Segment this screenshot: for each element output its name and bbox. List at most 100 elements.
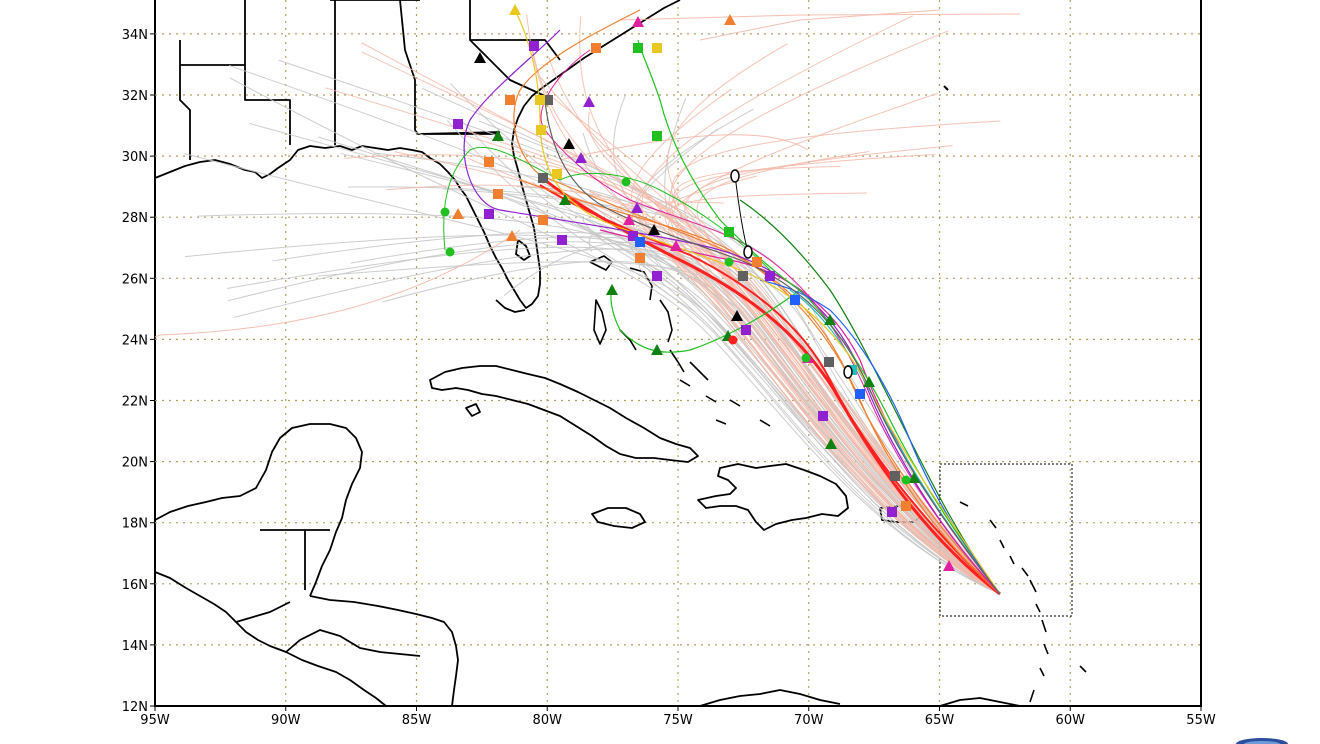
lat-tick-label: 16N <box>122 578 148 593</box>
isle-of-youth <box>465 403 481 417</box>
lat-tick-label: 24N <box>122 333 148 348</box>
us-gulf-coast <box>155 0 681 309</box>
track-marker-triangle <box>492 130 504 141</box>
model-track <box>526 14 1001 595</box>
model-track <box>637 39 801 291</box>
track-marker-square <box>741 325 751 335</box>
central-america <box>155 571 459 706</box>
longitude-labels: 95W 90W 85W 80W 75W 70W 65W 60W 55W <box>140 706 1216 728</box>
track-marker-triangle <box>863 376 875 387</box>
track-marker-square <box>890 471 900 481</box>
track-marker-triangle <box>563 138 575 149</box>
track-marker-square <box>557 235 567 245</box>
track-marker-circle <box>440 207 450 217</box>
model-track <box>530 41 1001 595</box>
track-marker-triangle <box>632 16 644 27</box>
track-marker-triangle <box>943 560 955 571</box>
track-marker-square <box>628 231 638 241</box>
track-marker-square <box>535 95 545 105</box>
track-marker-square <box>824 357 834 367</box>
track-marker-triangle <box>731 310 743 321</box>
track-marker-circle <box>445 247 455 257</box>
lon-tick-label: 55W <box>1186 713 1216 728</box>
lon-tick-label: 80W <box>533 713 563 728</box>
model-track <box>343 154 1001 595</box>
track-marker-square <box>633 43 643 53</box>
model-track <box>325 87 1001 595</box>
track-marker-square <box>752 257 762 267</box>
track-marker-square <box>484 209 494 219</box>
track-marker-triangle <box>452 208 464 219</box>
noaa-logo <box>1236 738 1288 744</box>
model-track <box>617 201 1001 595</box>
track-marker-hollow <box>743 245 753 259</box>
track-marker-triangle <box>606 284 618 295</box>
lat-tick-label: 34N <box>122 28 148 43</box>
lon-tick-label: 75W <box>663 713 693 728</box>
track-marker-circle <box>901 475 911 485</box>
graticule <box>155 0 1201 706</box>
track-marker-square <box>484 157 494 167</box>
model-track <box>513 9 1001 595</box>
track-marker-triangle <box>583 96 595 107</box>
track-marker-triangle <box>908 472 920 483</box>
model-track <box>671 153 1001 595</box>
track-marker-square <box>505 95 515 105</box>
track-marker-square <box>635 253 645 263</box>
florida-keys <box>495 299 526 313</box>
track-marker-circle <box>801 353 811 363</box>
model-track <box>619 13 1021 21</box>
model-track <box>184 153 1001 595</box>
track-marker-square <box>790 295 800 305</box>
model-track <box>539 184 1001 595</box>
lat-tick-label: 26N <box>122 272 148 287</box>
track-marker-square <box>901 501 911 511</box>
model-track <box>544 178 1001 596</box>
model-track <box>443 146 771 271</box>
track-marker-square <box>652 43 662 53</box>
track-marker-square <box>538 173 548 183</box>
lesser-antilles <box>959 501 1087 703</box>
track-marker-square <box>765 271 775 281</box>
track-marker-triangle <box>506 230 518 241</box>
track-marker-square <box>591 43 601 53</box>
track-marker-circle <box>728 335 738 345</box>
latitude-labels: 12N 14N 16N 18N 20N 22N 24N 26N 28N 30N 32N 34N <box>122 28 155 715</box>
south-america-coast <box>699 689 1021 706</box>
track-marker-square <box>652 131 662 141</box>
track-marker-square <box>818 411 828 421</box>
track-marker-circle <box>621 177 631 187</box>
lon-tick-label: 85W <box>402 713 432 728</box>
track-marker-square <box>453 119 463 129</box>
model-track <box>514 9 1001 595</box>
track-marker-triangle <box>575 152 587 163</box>
model-track <box>229 77 1001 595</box>
lon-tick-label: 60W <box>1056 713 1086 728</box>
jamaica <box>591 507 646 529</box>
track-marker-triangle <box>670 240 682 251</box>
track-marker-triangle <box>623 214 635 225</box>
track-marker-square <box>635 237 645 247</box>
model-track <box>699 9 941 41</box>
lat-tick-label: 20N <box>122 456 148 471</box>
track-marker-square <box>493 189 503 199</box>
track-marker-square <box>552 169 562 179</box>
model-track <box>559 134 809 161</box>
track-marker-triangle <box>824 314 836 325</box>
coastlines <box>155 0 1087 706</box>
track-marker-triangle <box>724 14 736 25</box>
track-marker-triangle <box>509 4 521 15</box>
lon-tick-label: 90W <box>271 713 301 728</box>
model-track <box>673 165 1001 595</box>
lake-okeechobee <box>515 239 531 261</box>
model-track <box>228 64 1001 595</box>
track-markers <box>440 4 955 571</box>
model-track <box>227 241 1001 595</box>
lat-tick-label: 22N <box>122 395 148 410</box>
track-marker-square <box>652 271 662 281</box>
yucatan-border <box>260 529 330 590</box>
track-marker-square <box>887 507 897 517</box>
lat-tick-label: 18N <box>122 517 148 532</box>
track-marker-square <box>529 41 539 51</box>
